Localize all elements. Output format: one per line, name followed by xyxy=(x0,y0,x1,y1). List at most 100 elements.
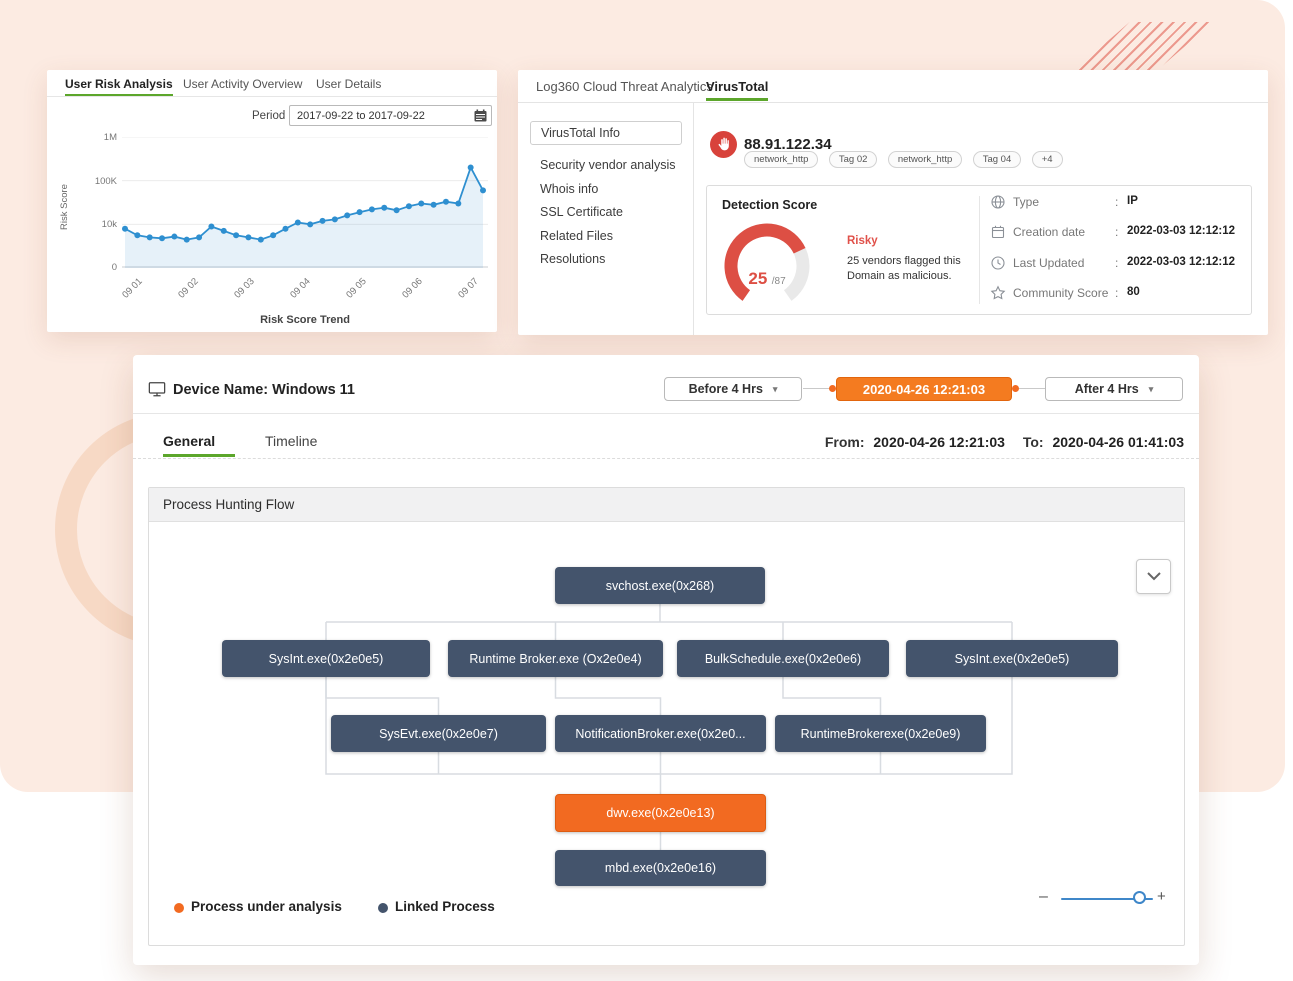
process-node-runtime-broker[interactable]: Runtime Broker.exe (Ox2e0e4) xyxy=(448,640,663,677)
timeline-connector-line xyxy=(803,388,835,389)
sidebar-item-related-files[interactable]: Related Files xyxy=(540,229,613,243)
sidebar-item-ssl-certificate[interactable]: SSL Certificate xyxy=(540,205,623,219)
tab-timeline[interactable]: Timeline xyxy=(265,433,318,449)
risk-badge: Risky xyxy=(847,235,878,247)
sidebar-item-resolutions[interactable]: Resolutions xyxy=(540,252,606,266)
detection-score-title: Detection Score xyxy=(722,198,818,212)
x-tick: 09 04 xyxy=(288,276,313,301)
detection-score-gauge: 25 /87 xyxy=(715,212,819,316)
tab-label: VirusTotal xyxy=(706,79,769,94)
chevron-down-icon xyxy=(1146,572,1161,581)
process-node-mbd[interactable]: mbd.exe(0x2e0e16) xyxy=(555,850,766,886)
gauge-value: 25 /87 xyxy=(748,269,786,288)
divider xyxy=(133,413,1199,414)
tag-pill[interactable]: network_http xyxy=(887,151,963,168)
threat-analytics-panel: Log360 Cloud Threat Analytics VirusTotal… xyxy=(518,70,1268,335)
process-hunting-flow-section: Process Hunting Flow svchost.exe(0x268) … xyxy=(148,487,1185,946)
zoom-in-button[interactable]: + xyxy=(1157,888,1166,905)
active-tab-underline xyxy=(706,98,769,101)
after-4hrs-button[interactable]: After 4 Hrs ▾ xyxy=(1045,377,1183,401)
tag-pill[interactable]: network_http xyxy=(744,151,819,168)
dashed-divider xyxy=(133,458,1199,459)
y-axis-label: Risk Score xyxy=(59,184,70,230)
legend-dot-linked xyxy=(378,903,388,913)
process-node-svchost[interactable]: svchost.exe(0x268) xyxy=(555,567,765,604)
tag-list: network_http Tag 02 network_http Tag 04 … xyxy=(744,149,1069,168)
y-tick: 0 xyxy=(111,262,117,273)
before-4hrs-button[interactable]: Before 4 Hrs ▾ xyxy=(664,377,802,401)
tab-virustotal[interactable]: VirusTotal xyxy=(706,79,769,101)
process-node-sysint-2[interactable]: SysInt.exe(0x2e0e5) xyxy=(906,640,1118,677)
device-name-title: Device Name: Windows 11 xyxy=(173,382,355,398)
process-node-sysevt[interactable]: SysEvt.exe(0x2e0e7) xyxy=(331,715,546,752)
active-tab-underline xyxy=(65,94,173,97)
calendar-icon xyxy=(474,109,487,122)
legend-label-analysis: Process under analysis xyxy=(191,899,342,914)
timeline-connector-dot xyxy=(829,385,836,392)
risk-score-line-chart xyxy=(122,136,488,268)
selected-time-button[interactable]: 2020-04-26 12:21:03 xyxy=(836,377,1012,401)
card-divider xyxy=(979,196,980,304)
sidebar-item-whois-info[interactable]: Whois info xyxy=(540,182,599,196)
chevron-down-icon: ▾ xyxy=(772,383,778,394)
tag-pill[interactable]: Tag 02 xyxy=(828,151,878,168)
tag-more-pill[interactable]: +4 xyxy=(1031,151,1063,168)
flow-connectors xyxy=(325,604,1013,850)
globe-icon xyxy=(991,195,1005,209)
time-range-summary: From: 2020-04-26 12:21:03 To: 2020-04-26… xyxy=(824,434,1184,450)
tab-label: User Risk Analysis xyxy=(65,77,173,91)
y-tick: 10k xyxy=(101,219,117,230)
timeline-connector-dot xyxy=(1012,385,1019,392)
user-risk-analysis-panel: User Risk Analysis User Activity Overvie… xyxy=(47,70,497,332)
process-flow-canvas: svchost.exe(0x268) SysInt.exe(0x2e0e5) R… xyxy=(149,522,1184,946)
section-title: Process Hunting Flow xyxy=(149,488,1184,522)
active-tab-underline xyxy=(163,454,235,457)
star-icon xyxy=(990,285,1006,300)
sidebar-divider xyxy=(693,102,694,335)
x-tick: 09 06 xyxy=(400,276,425,301)
process-node-runtimebrokerexe[interactable]: RuntimeBrokerexe(0x2e0e9) xyxy=(775,715,986,752)
x-tick: 09 01 xyxy=(120,276,145,301)
clock-icon xyxy=(991,256,1005,270)
x-tick: 09 02 xyxy=(176,276,201,301)
ip-address: 88.91.122.34 xyxy=(744,136,832,153)
process-node-dwv-under-analysis[interactable]: dwv.exe(0x2e0e13) xyxy=(555,794,766,832)
tag-pill[interactable]: Tag 04 xyxy=(972,151,1022,168)
calendar-icon xyxy=(991,225,1005,239)
process-node-sysint-1[interactable]: SysInt.exe(0x2e0e5) xyxy=(222,640,430,677)
zoom-slider-track[interactable] xyxy=(1061,898,1153,900)
timeline-connector-line xyxy=(1013,388,1045,389)
zoom-out-button[interactable]: – xyxy=(1039,888,1048,905)
tab-log360-cloud-threat-analytics[interactable]: Log360 Cloud Threat Analytics xyxy=(536,79,713,94)
process-node-bulkschedule[interactable]: BulkSchedule.exe(0x2e0e6) xyxy=(677,640,889,677)
chevron-down-icon: ▾ xyxy=(1148,383,1154,394)
period-value: 2017-09-22 to 2017-09-22 xyxy=(297,109,425,122)
monitor-icon xyxy=(148,382,166,397)
sidebar-item-security-vendor-analysis[interactable]: Security vendor analysis xyxy=(540,158,676,172)
tab-label: User Details xyxy=(316,77,382,91)
tab-general[interactable]: General xyxy=(163,433,216,449)
zoom-slider-handle[interactable] xyxy=(1133,891,1146,904)
legend-dot-analysis xyxy=(174,903,184,913)
tab-user-risk-analysis[interactable]: User Risk Analysis xyxy=(65,77,173,97)
x-tick: 09 07 xyxy=(456,276,481,301)
device-process-panel: Device Name: Windows 11 Before 4 Hrs ▾ 2… xyxy=(133,355,1199,965)
tab-label: User Activity Overview xyxy=(183,77,303,91)
malicious-hand-icon xyxy=(710,131,737,158)
detection-score-card: Detection Score 25 /87 Risky 25 vendors … xyxy=(706,185,1252,315)
risk-description: 25 vendors flagged this Domain as malici… xyxy=(847,255,961,282)
collapse-flow-button[interactable] xyxy=(1136,559,1171,594)
legend-label-linked: Linked Process xyxy=(395,899,495,914)
period-date-range-input[interactable]: 2017-09-22 to 2017-09-22 xyxy=(289,105,492,126)
chart-title: Risk Score Trend xyxy=(260,314,350,326)
divider xyxy=(47,96,497,97)
x-tick: 09 03 xyxy=(232,276,257,301)
sidebar-item-virustotal-info[interactable]: VirusTotal Info xyxy=(530,121,682,145)
process-node-notificationbroker[interactable]: NotificationBroker.exe(0x2e0... xyxy=(555,715,766,752)
y-tick: 1M xyxy=(103,132,117,143)
x-tick: 09 05 xyxy=(344,276,369,301)
y-tick: 100K xyxy=(94,176,117,187)
tab-user-activity-overview[interactable]: User Activity Overview xyxy=(183,77,302,91)
tab-user-details[interactable]: User Details xyxy=(316,77,381,91)
